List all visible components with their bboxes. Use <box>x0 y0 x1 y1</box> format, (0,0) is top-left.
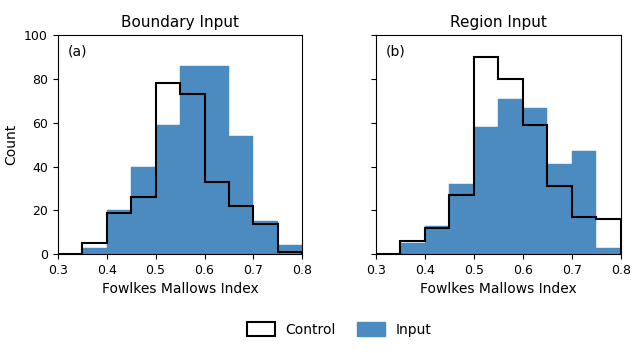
Bar <box>82 247 107 254</box>
Bar <box>425 226 449 254</box>
Bar <box>253 221 278 254</box>
Bar <box>107 210 131 254</box>
Bar <box>131 167 156 254</box>
Text: (b): (b) <box>386 44 406 58</box>
Bar <box>499 99 523 254</box>
Bar <box>205 66 229 254</box>
Bar <box>278 245 303 254</box>
Bar <box>401 243 425 254</box>
Text: (a): (a) <box>67 44 87 58</box>
Bar <box>156 125 180 254</box>
Title: Region Input: Region Input <box>450 15 547 30</box>
X-axis label: Fowlkes Mallows Index: Fowlkes Mallows Index <box>102 282 259 297</box>
Bar <box>523 108 547 254</box>
Bar <box>449 184 474 254</box>
Bar <box>596 247 621 254</box>
Bar <box>572 151 596 254</box>
X-axis label: Fowlkes Mallows Index: Fowlkes Mallows Index <box>420 282 577 297</box>
Legend: Control, Input: Control, Input <box>241 317 437 342</box>
Bar <box>474 127 499 254</box>
Title: Boundary Input: Boundary Input <box>121 15 239 30</box>
Bar <box>229 136 253 254</box>
Bar <box>180 66 205 254</box>
Bar <box>547 164 572 254</box>
Y-axis label: Count: Count <box>4 124 19 165</box>
